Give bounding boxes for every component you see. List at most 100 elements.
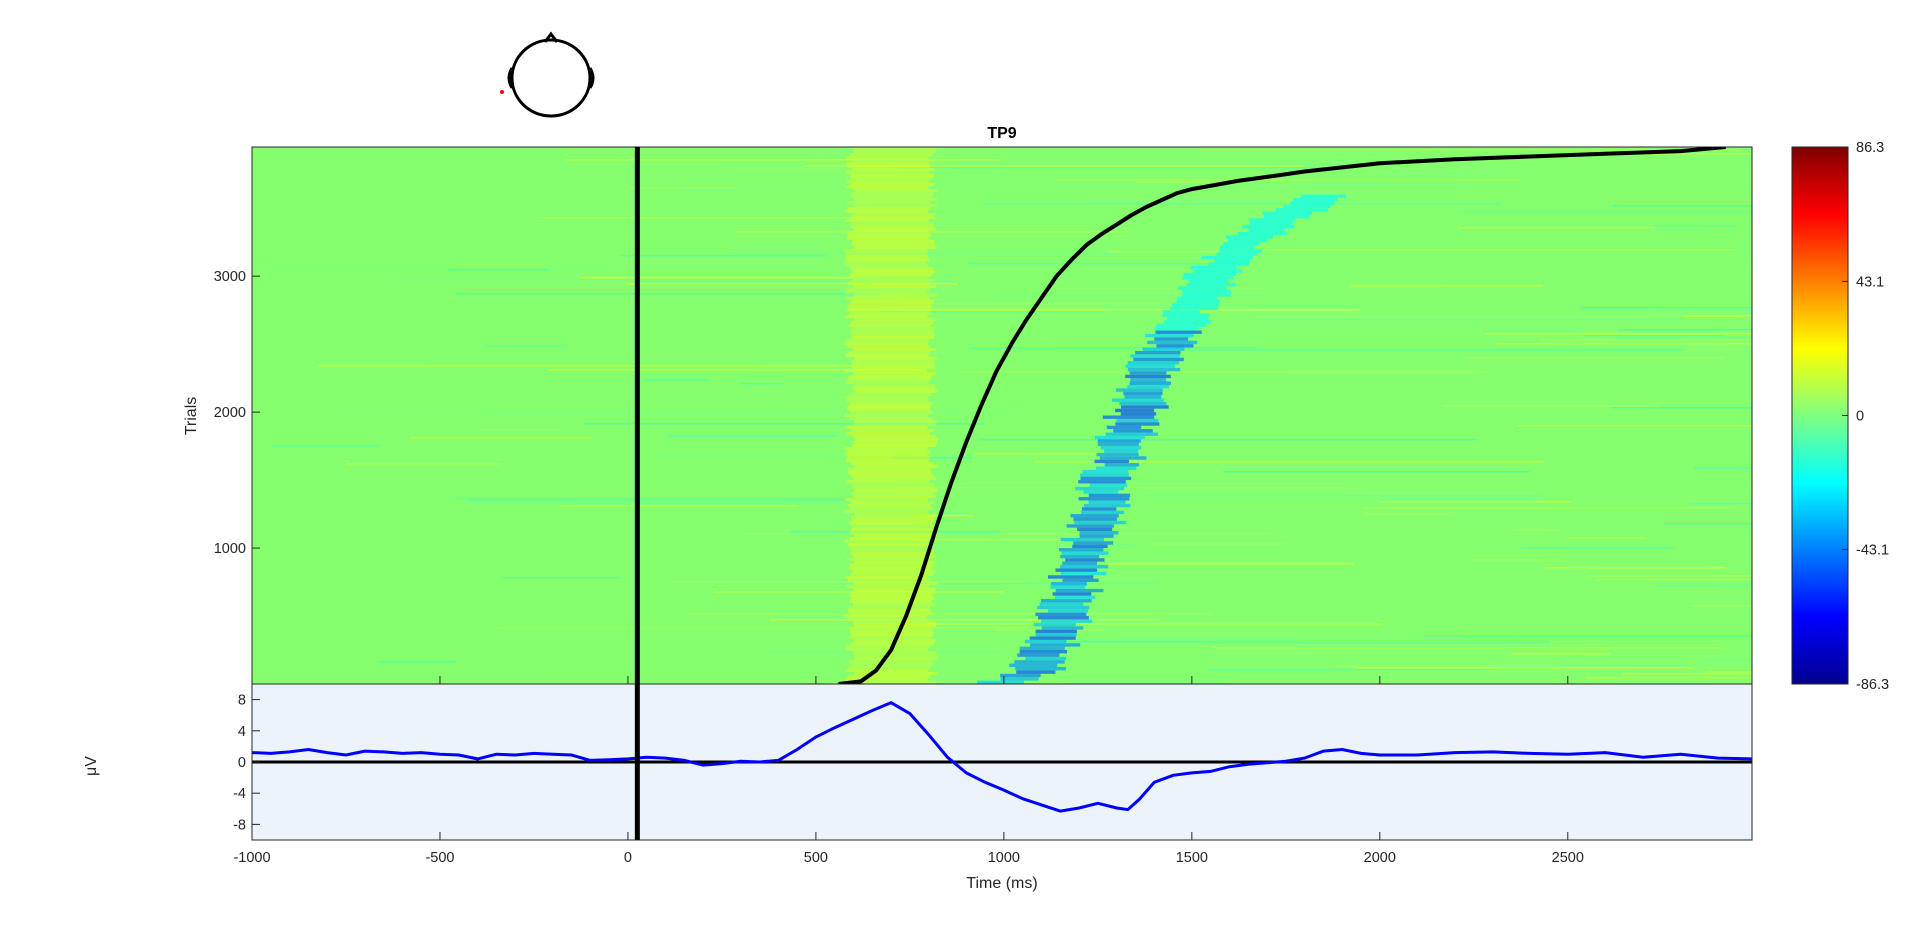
negative-band-segment — [1077, 527, 1113, 532]
heatmap-stripe — [735, 231, 1130, 233]
positive-band-segment — [849, 612, 933, 615]
positive-band-segment — [845, 381, 929, 384]
heatmap-stripe — [410, 437, 593, 439]
positive-band-segment — [848, 609, 931, 612]
line-x-tick-label: 2500 — [1552, 850, 1584, 866]
heatmap-stripe — [984, 203, 1502, 205]
negative-band-segment — [1037, 605, 1090, 610]
negative-band-segment — [1106, 425, 1142, 430]
positive-band-segment — [854, 534, 938, 537]
negative-band-segment — [1183, 272, 1237, 277]
y-tick-label: 2000 — [214, 405, 246, 421]
positive-band-segment — [853, 423, 937, 426]
heatmap-stripe — [1458, 229, 1704, 231]
positive-band-segment — [851, 243, 935, 246]
heatmap-stripe — [1266, 587, 1721, 589]
negative-band-segment — [1035, 612, 1087, 617]
positive-band-segment — [849, 627, 932, 630]
positive-band-segment — [850, 411, 934, 414]
heatmap-stripe — [894, 623, 1382, 625]
heatmap-stripe — [1706, 257, 1752, 259]
positive-band-segment — [847, 288, 930, 291]
negative-band-segment — [1060, 554, 1100, 559]
heatmap-stripe — [894, 167, 1345, 169]
positive-band-segment — [853, 681, 937, 684]
heatmap-stripe — [1254, 597, 1529, 599]
heatmap-stripe — [1580, 307, 1752, 309]
heatmap-stripe — [1038, 287, 1443, 289]
line-x-tick-label: 1000 — [988, 850, 1020, 866]
negative-band-segment — [1096, 452, 1139, 457]
heatmap-stripe — [1459, 211, 1752, 213]
negative-band-segment — [1084, 503, 1131, 508]
heatmap-stripe — [620, 255, 827, 257]
positive-band-segment — [853, 624, 937, 627]
heatmap-stripe — [1496, 343, 1752, 345]
negative-band-segment — [1147, 340, 1198, 345]
negative-band-segment — [1040, 619, 1093, 623]
positive-band-segment — [852, 270, 936, 273]
positive-band-segment — [851, 300, 935, 303]
positive-band-segment — [846, 258, 930, 261]
positive-band-segment — [848, 303, 932, 306]
heatmap-stripe — [790, 531, 1000, 533]
negative-band-segment — [1079, 531, 1119, 535]
heatmap-panel: TP9 1000 2000 3000 Trials — [183, 125, 1753, 685]
heatmap-stripe — [378, 661, 458, 663]
heatmap-stripe — [916, 515, 973, 517]
line-y-tick-label: 0 — [238, 755, 246, 771]
positive-band-segment — [850, 225, 934, 228]
negative-band-segment — [1054, 595, 1096, 600]
colorbar-tick-label: 0 — [1856, 409, 1864, 425]
heatmap-stripe — [1362, 513, 1453, 515]
heatmap-stripe — [1456, 191, 1737, 193]
heatmap-stripe — [483, 345, 566, 347]
positive-band-segment — [851, 597, 934, 600]
heatmap-stripe — [1224, 469, 1509, 471]
positive-band-segment — [853, 495, 936, 498]
heatmap-stripe — [1363, 507, 1738, 509]
negative-band-segment — [1094, 459, 1129, 464]
heatmap-stripe — [1485, 333, 1752, 335]
heatmap-stripe — [448, 269, 550, 271]
positive-band-segment — [845, 255, 928, 258]
negative-band-segment — [1182, 293, 1231, 297]
colorbar-gradient — [1791, 146, 1849, 685]
positive-band-segment — [851, 333, 935, 336]
negative-band-segment — [1227, 238, 1267, 243]
line-y-tick-label: 4 — [238, 724, 246, 740]
positive-band-segment — [847, 450, 930, 453]
heatmap-stripe — [1152, 543, 1286, 545]
positive-band-segment — [848, 324, 932, 327]
positive-band-segment — [852, 486, 936, 489]
negative-band-segment — [1162, 313, 1210, 317]
negative-band-segment — [1066, 524, 1115, 528]
heatmap-stripe — [766, 651, 1001, 653]
negative-band-segment — [1237, 231, 1287, 236]
heatmap-stripe — [466, 499, 921, 501]
positive-band-segment — [844, 291, 928, 294]
positive-band-segment — [850, 153, 933, 156]
negative-band-segment — [1115, 422, 1160, 426]
positive-band-segment — [851, 336, 935, 339]
positive-band-segment — [846, 585, 930, 588]
positive-band-segment — [844, 576, 928, 579]
heatmap-stripe — [688, 613, 1212, 615]
negative-band-segment — [1156, 344, 1194, 348]
negative-band-segment — [1050, 585, 1086, 589]
heatmap-background — [252, 147, 1752, 684]
heatmap-stripe — [260, 241, 428, 243]
heatmap-stripe — [629, 187, 737, 189]
heatmap-stripe — [1451, 517, 1752, 519]
positive-band-segment — [845, 354, 929, 357]
negative-band-segment — [1055, 568, 1098, 572]
colorbar-tick-label: 86.3 — [1856, 140, 1884, 156]
negative-band-segment — [1275, 208, 1329, 212]
negative-band-segment — [1123, 391, 1163, 396]
heatmap-stripe — [911, 583, 1158, 585]
negative-band-segment — [1052, 592, 1092, 596]
positive-band-segment — [852, 588, 936, 591]
heatmap-stripe — [740, 383, 784, 385]
negative-band-segment — [1125, 374, 1171, 379]
positive-band-segment — [848, 543, 931, 546]
